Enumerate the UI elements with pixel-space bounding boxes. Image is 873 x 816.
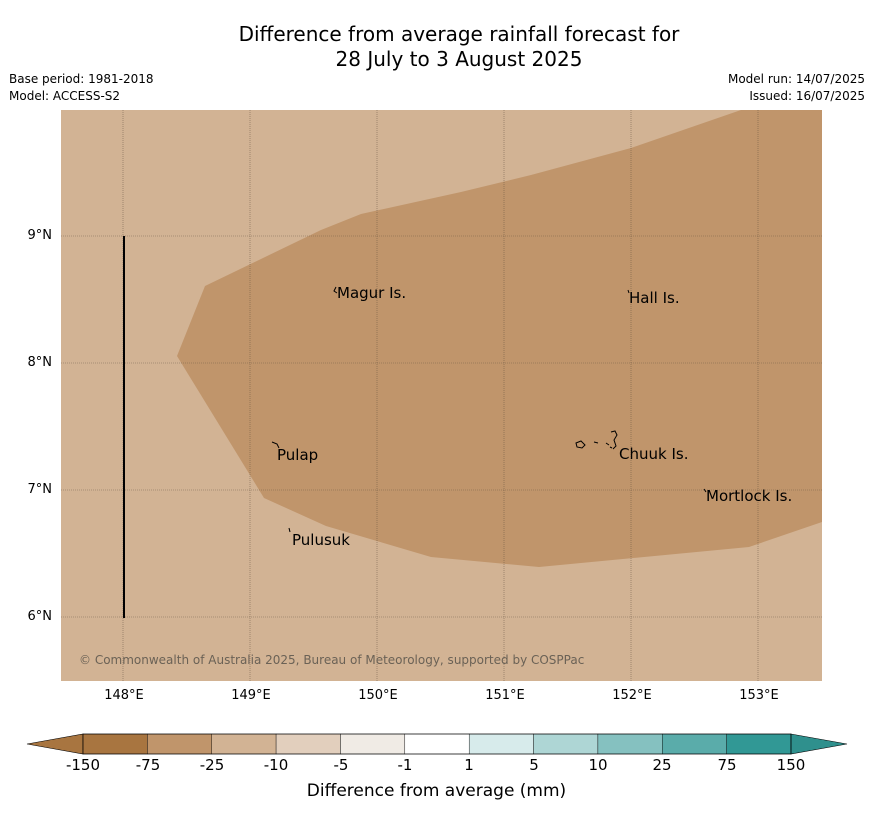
colorbar-segment bbox=[275, 733, 341, 755]
colorbar-segment bbox=[340, 733, 406, 755]
place-label-pulap: Pulap bbox=[277, 446, 319, 464]
colorbar-tick: -1 bbox=[397, 756, 413, 774]
place-label-pulusuk: Pulusuk bbox=[292, 531, 350, 549]
colorbar-tick: -10 bbox=[263, 756, 289, 774]
anomaly-region-minus25-to-minus75 bbox=[177, 110, 822, 567]
title-line-1: Difference from average rainfall forecas… bbox=[238, 22, 680, 46]
colorbar-segment bbox=[147, 733, 212, 755]
colorbar-tick: -150 bbox=[65, 756, 101, 774]
hall-island-outline bbox=[627, 289, 630, 294]
place-label-magur: Magur Is. bbox=[337, 284, 407, 302]
rainfall-map[interactable] bbox=[61, 110, 822, 681]
meta-left: Base period: 1981-2018 Model: ACCESS-S2 bbox=[9, 71, 154, 105]
colorbar-segment bbox=[662, 733, 727, 755]
colorbar-tick: 1 bbox=[464, 756, 474, 774]
colorbar-tick: 75 bbox=[717, 756, 737, 774]
lon-label-151e: 151°E bbox=[485, 688, 525, 703]
island-outlines bbox=[271, 286, 707, 533]
colorbar-segments bbox=[82, 733, 792, 755]
lat-label-6n: 6°N bbox=[27, 609, 53, 624]
base-period: Base period: 1981-2018 bbox=[9, 72, 154, 86]
place-label-chuuk: Chuuk Is. bbox=[619, 445, 689, 463]
place-label-hall: Hall Is. bbox=[629, 289, 680, 307]
lat-label-8n: 8°N bbox=[27, 355, 53, 370]
pulusuk-island-outline bbox=[288, 527, 291, 533]
meta-right: Model run: 14/07/2025 Issued: 16/07/2025 bbox=[728, 71, 865, 105]
lon-label-152e: 152°E bbox=[612, 688, 652, 703]
colorbar-under-arrow bbox=[26, 733, 84, 755]
model-name: Model: ACCESS-S2 bbox=[9, 89, 121, 103]
colorbar-segment bbox=[82, 733, 148, 755]
chart-title: Difference from average rainfall forecas… bbox=[0, 22, 873, 72]
colorbar-segment bbox=[533, 733, 599, 755]
colorbar-label: Difference from average (mm) bbox=[306, 781, 567, 801]
colorbar-tick: 10 bbox=[588, 756, 608, 774]
colorbar-segment bbox=[468, 733, 534, 755]
colorbar bbox=[26, 733, 848, 755]
lon-label-148e: 148°E bbox=[104, 688, 144, 703]
chuuk-island-outline bbox=[575, 430, 618, 450]
colorbar-segment bbox=[597, 733, 663, 755]
colorbar-segment bbox=[211, 733, 277, 755]
lat-label-7n: 7°N bbox=[27, 482, 53, 497]
lon-label-150e: 150°E bbox=[358, 688, 398, 703]
lat-label-9n: 9°N bbox=[27, 228, 53, 243]
place-label-mortlock: Mortlock Is. bbox=[706, 487, 793, 505]
model-run: Model run: 14/07/2025 bbox=[727, 72, 865, 86]
pulap-island-outline bbox=[271, 441, 280, 449]
title-line-2: 28 July to 3 August 2025 bbox=[335, 47, 583, 71]
magur-island-outline bbox=[333, 286, 338, 294]
colorbar-frame bbox=[82, 733, 792, 755]
issued-date: Issued: 16/07/2025 bbox=[749, 89, 865, 103]
graticule bbox=[61, 110, 822, 681]
colorbar-tick: -25 bbox=[199, 756, 225, 774]
colorbar-tick: -75 bbox=[135, 756, 161, 774]
colorbar-segment bbox=[726, 733, 792, 755]
map-canvas bbox=[61, 110, 822, 681]
mortlock-island-outline bbox=[703, 488, 707, 493]
colorbar-tick: 150 bbox=[776, 756, 806, 774]
lon-label-153e: 153°E bbox=[739, 688, 779, 703]
colorbar-tick: 25 bbox=[652, 756, 672, 774]
copyright-notice: © Commonwealth of Australia 2025, Bureau… bbox=[79, 653, 585, 667]
colorbar-tick: 5 bbox=[529, 756, 539, 774]
colorbar-segment bbox=[404, 733, 470, 755]
lon-label-149e: 149°E bbox=[231, 688, 271, 703]
colorbar-over-arrow bbox=[790, 733, 848, 755]
colorbar-tick: -5 bbox=[333, 756, 349, 774]
